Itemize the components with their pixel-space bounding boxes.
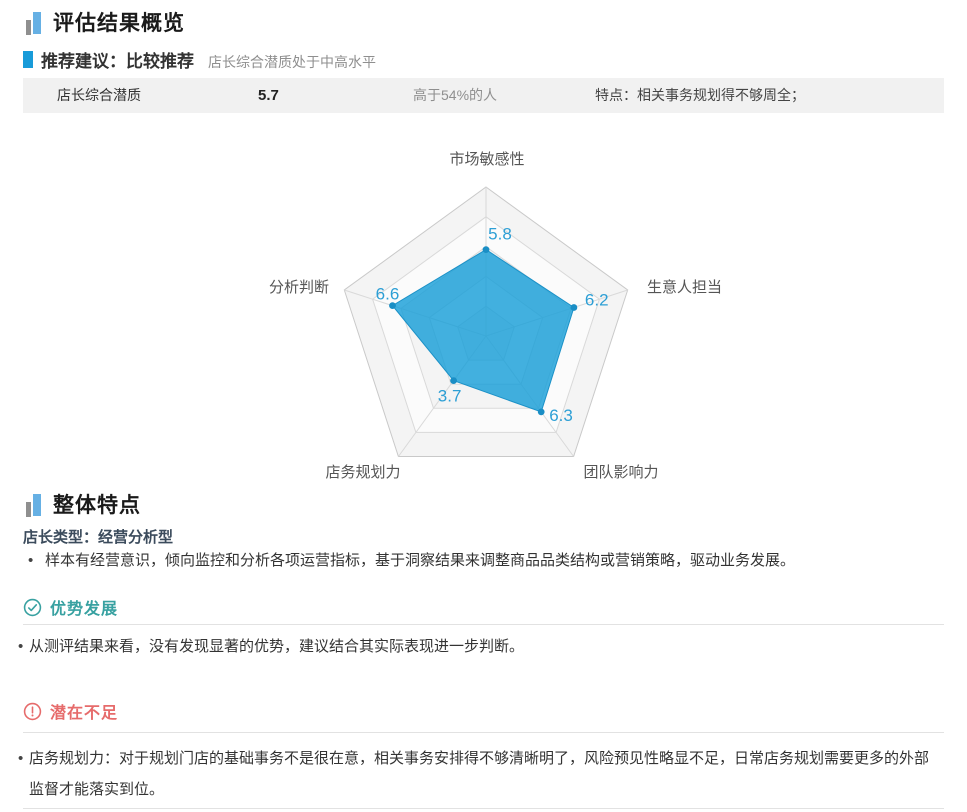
warning-circle-icon [23, 702, 42, 720]
summary-trait: 特点：相关事务规划得不够周全； [595, 87, 805, 103]
summary-name: 店长综合潜质 [57, 87, 141, 103]
overall-title: 整体特点 [53, 494, 141, 517]
manager-type-line: 店长类型：经营分析型 [23, 526, 173, 547]
strengths-header: 优势发展 [23, 595, 118, 619]
weaknesses-title: 潜在不足 [50, 705, 119, 722]
radar-axis-label: 团队影响力 [583, 464, 658, 481]
overall-section-header: 整体特点 [26, 494, 141, 517]
weaknesses-header: 潜在不足 [23, 699, 118, 723]
manager-type-label: 店长类型： [23, 529, 99, 546]
radar-data-point [570, 304, 578, 311]
divider [23, 624, 944, 625]
blue-square-icon [23, 51, 33, 68]
manager-type-value: 经营分析型 [98, 529, 174, 546]
radar-axis-label: 生意人担当 [647, 278, 722, 296]
overview-section-header: 评估结果概览 [26, 12, 185, 35]
radar-data-point [389, 302, 396, 309]
summary-row: 店长综合潜质 5.7 高于54%的人 特点：相关事务规划得不够周全； [23, 78, 944, 113]
radar-value-label: 6.3 [549, 406, 573, 425]
strength-item: 从测评结果来看，没有发现显著的优势，建议结合其实际表现进一步判断。 [18, 637, 933, 657]
summary-score: 5.7 [258, 87, 279, 104]
radar-data-point [537, 408, 545, 416]
radar-data-point [450, 377, 457, 384]
divider [23, 732, 944, 733]
radar-value-label: 3.7 [438, 387, 462, 406]
recommendation-line: 推荐建议：比较推荐 店长综合潜质处于中高水平 [23, 47, 376, 72]
radar-axis-label: 市场敏感性 [449, 151, 524, 168]
summary-percentile: 高于54%的人 [413, 87, 498, 103]
section-bars-icon [26, 12, 41, 35]
page-title: 评估结果概览 [53, 12, 185, 35]
radar-data-point [482, 246, 490, 253]
radar-value-label: 5.8 [488, 225, 512, 244]
overall-description: 样本有经营意识，倾向监控和分析各项运营指标，基于洞察结果来调整商品品类结构或营销… [28, 551, 928, 571]
radar-axis-label: 分析判断 [269, 279, 329, 296]
radar-value-label: 6.2 [585, 291, 609, 310]
recommendation-label: 推荐建议：比较推荐 [41, 52, 194, 71]
radar-value-label: 6.6 [376, 285, 400, 304]
strengths-title: 优势发展 [50, 601, 119, 618]
section-bars-icon [26, 494, 41, 517]
check-circle-icon [23, 598, 42, 616]
radar-data-polygon [391, 249, 575, 413]
recommendation-note: 店长综合潜质处于中高水平 [208, 54, 376, 70]
divider [23, 808, 944, 809]
radar-axis-label: 店务规划力 [325, 464, 400, 481]
weakness-item: 店务规划力：对于规划门店的基础事务不是很在意，相关事务安排得不够清晰明了，风险预… [18, 743, 936, 805]
